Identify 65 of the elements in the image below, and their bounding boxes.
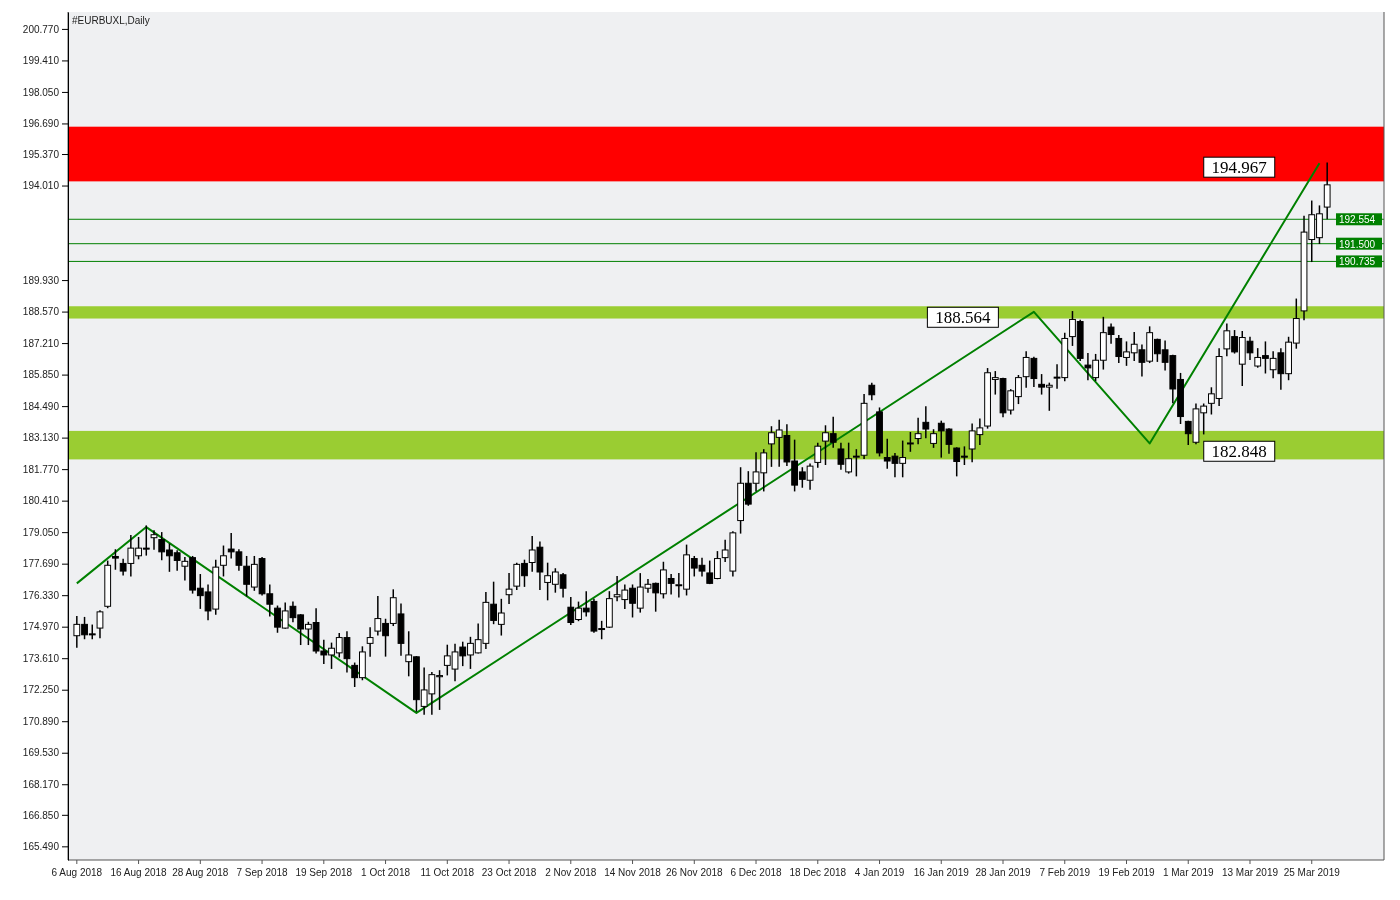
x-tick-label: 19 Feb 2019 <box>1098 867 1156 878</box>
x-tick-label: 2 Nov 2018 <box>545 867 597 878</box>
y-tick-label: 166.850 <box>22 809 60 821</box>
x-tick-label: 16 Jan 2019 <box>913 867 970 878</box>
y-tick-label: 176.330 <box>22 589 60 601</box>
y-tick-label: 188.570 <box>22 306 60 318</box>
y-tick-label: 199.410 <box>22 55 60 67</box>
y-tick-label: 196.690 <box>22 118 60 130</box>
y-tick-label: 187.210 <box>22 337 60 349</box>
y-tick-label: 198.050 <box>22 86 60 98</box>
ref-line-label: 192.554 <box>1339 214 1376 226</box>
y-tick-label: 200.770 <box>22 23 60 35</box>
x-tick-label: 1 Mar 2019 <box>1162 867 1214 878</box>
x-tick-label: 11 Oct 2018 <box>420 867 475 878</box>
y-tick-label: 185.850 <box>22 369 60 381</box>
x-tick-label: 23 Oct 2018 <box>481 867 537 878</box>
x-tick-label: 13 Mar 2019 <box>1221 867 1279 878</box>
y-tick-label: 169.530 <box>22 747 60 759</box>
candlestick <box>220 545 227 577</box>
candlestick <box>150 530 158 550</box>
x-tick-label: 14 Nov 2018 <box>604 867 662 878</box>
candlestick <box>852 449 860 477</box>
annotation: 182.848 <box>1211 442 1267 462</box>
candlestick <box>907 432 914 452</box>
y-tick-label: 168.170 <box>22 778 60 790</box>
x-tick-label: 7 Sep 2018 <box>236 867 289 878</box>
x-tick-label: 28 Jan 2019 <box>975 867 1031 878</box>
y-tick-label: 181.770 <box>22 463 60 475</box>
candlestick <box>96 610 104 639</box>
y-tick-label: 173.610 <box>22 652 60 664</box>
x-tick-label: 6 Aug 2018 <box>51 867 103 878</box>
x-tick-label: 18 Dec 2018 <box>789 867 847 878</box>
candlestick <box>922 406 930 439</box>
x-tick-label: 19 Sep 2018 <box>295 867 353 878</box>
y-tick-label: 170.890 <box>22 715 60 727</box>
y-tick-label: 195.370 <box>22 148 60 160</box>
y-tick-label: 177.690 <box>22 558 60 570</box>
candlestick <box>112 549 119 570</box>
x-tick-label: 7 Feb 2019 <box>1039 867 1091 878</box>
ref-line-label: 190.735 <box>1339 256 1376 268</box>
candlestick <box>1323 162 1331 220</box>
x-tick-label: 1 Oct 2018 <box>361 867 411 878</box>
y-tick-label: 179.050 <box>22 526 60 538</box>
candlestick <box>505 573 513 605</box>
x-tick-label: 16 Aug 2018 <box>110 867 168 878</box>
candlestick <box>814 442 822 468</box>
x-tick-label: 25 Mar 2019 <box>1283 867 1341 878</box>
candlestick <box>366 627 374 657</box>
y-tick-label: 180.410 <box>22 495 60 507</box>
y-tick-label: 172.250 <box>22 684 60 696</box>
x-tick-label: 28 Aug 2018 <box>172 867 229 878</box>
y-tick-label: 189.930 <box>22 274 60 286</box>
x-tick-label: 26 Nov 2018 <box>665 867 724 878</box>
x-tick-label: 6 Dec 2018 <box>730 867 783 878</box>
candlestick <box>914 417 922 445</box>
y-tick-label: 174.970 <box>22 621 60 633</box>
y-tick-label: 165.490 <box>22 841 60 853</box>
x-tick-label: 4 Jan 2019 <box>854 867 905 878</box>
annotation: 188.564 <box>935 308 992 328</box>
y-tick-label: 194.010 <box>22 180 60 192</box>
y-tick-label: 183.130 <box>22 432 60 444</box>
annotation: 194.967 <box>1211 158 1268 178</box>
ref-line-label: 191.500 <box>1339 238 1376 250</box>
chart-title: #EURBUXL,Daily <box>72 15 150 26</box>
y-tick-label: 184.490 <box>22 400 60 412</box>
